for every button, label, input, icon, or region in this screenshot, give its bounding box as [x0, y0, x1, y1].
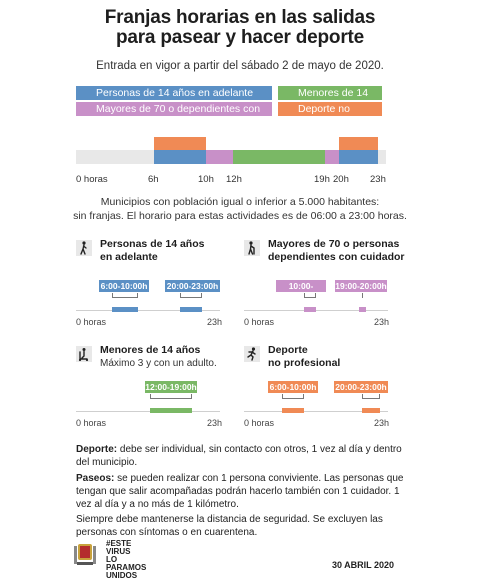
child-scooter-icon [76, 346, 92, 362]
panel-sport-bracket-evening [362, 394, 380, 399]
legend-label-elderly: Mayores de 70 o dependientes con cuidado… [96, 103, 261, 129]
panel-adults-bar-evening [180, 307, 202, 312]
rule-paseos: Paseos: se pueden realizar con 1 persona… [76, 472, 406, 511]
panel-sport-axis [244, 411, 388, 412]
panel-children-chip: 12:00-19:00h [145, 381, 197, 393]
rule-general: Siempre debe mantenerse la distancia de … [76, 514, 383, 538]
panel-children-bracket [150, 394, 192, 399]
spain-government-logo [70, 540, 106, 568]
panel-adults-bar-morning [112, 307, 138, 312]
timeline-label-20h: 20h [333, 174, 349, 185]
panel-sport-title-2: no profesional [268, 357, 341, 369]
timeline-sport-morning [154, 137, 206, 150]
legend-label-adults: Personas de 14 años en adelante [96, 87, 254, 99]
panel-sport-chip-morning: 6:00-10:00h [268, 381, 318, 393]
logo-line-1: #ESTE [106, 539, 132, 548]
logo-line-5: UNIDOS [106, 571, 138, 580]
panel-adults-axis-end: 23h [207, 317, 223, 327]
panel-elderly-title-2: dependientes con cuidador [268, 251, 405, 263]
legend-item-sport: Deporte no profesional [278, 102, 382, 129]
panel-sport-bar-morning [282, 408, 304, 413]
legend-item-children: Menores de 14 años [278, 86, 382, 113]
logo-line-4: PARAMOS [106, 563, 147, 572]
page-title-line-1: Franjas horarias en las salidas [104, 7, 376, 28]
panel-children-bar [150, 408, 192, 413]
legend-label-sport: Deporte no profesional [298, 103, 350, 129]
panel-elderly-axis-start: 0 horas [244, 317, 275, 327]
timeline-label-0h: 0 horas [76, 174, 108, 185]
timeline-sport-evening [339, 137, 378, 150]
publication-date: 30 ABRIL 2020 [331, 560, 394, 570]
rule-deporte-label: Deporte: [76, 444, 118, 455]
timeline-children [233, 150, 325, 164]
rule-deporte: Deporte: debe ser individual, sin contac… [76, 443, 406, 469]
legend-item-adults: Personas de 14 años en adelante [76, 86, 272, 100]
rule-deporte-text: debe ser individual, sin contacto con ot… [76, 444, 402, 468]
panel-sport-title-1: Deporte [268, 344, 308, 356]
panel-adults-bracket-morning [112, 293, 138, 298]
legend-label-children: Menores de 14 años [298, 87, 369, 113]
panel-adults-title-1: Personas de 14 años [100, 238, 205, 250]
panel-elderly-bracket-morning [304, 293, 316, 298]
walking-person-icon [76, 240, 92, 256]
timeline-elderly-morning [206, 150, 233, 164]
panel-elderly-chip-evening: 19:00-20:00h [335, 280, 387, 292]
running-person-icon [244, 346, 260, 362]
timeline-label-12h: 12h [226, 174, 242, 185]
panel-elderly-bar-morning [304, 307, 316, 312]
timeline-label-6h: 6h [148, 174, 159, 185]
panel-elderly-bar-evening [359, 307, 366, 312]
panel-children-axis [76, 411, 220, 412]
panel-elderly-stem-evening [362, 293, 363, 298]
municipios-note-line-2: sin franjas. El horario para estas activ… [73, 210, 407, 222]
panel-adults-chip-evening: 20:00-23:00h [165, 280, 220, 292]
legend-item-elderly: Mayores de 70 o dependientes con cuidado… [76, 102, 272, 129]
timeline-label-10h: 10h [198, 174, 214, 185]
panel-adults-title-2: en adelante [100, 251, 158, 263]
timeline-adults-morning [154, 150, 206, 164]
campaign-logo-text: #ESTE VIRUS LO PARAMOS UNIDOS [106, 540, 146, 580]
panel-adults-chip-morning: 6:00-10:00h [99, 280, 149, 292]
panel-elderly-axis [244, 310, 388, 311]
page-title-line-2: para pasear y hacer deporte [115, 27, 365, 48]
logo-line-2: VIRUS [106, 547, 131, 556]
panel-elderly-axis-end: 23h [374, 317, 390, 327]
logo-line-3: LO [106, 555, 118, 564]
panel-adults-axis [76, 310, 220, 311]
panel-children-axis-end: 23h [207, 418, 223, 428]
timeline-label-23h: 23h [370, 174, 386, 185]
panel-sport-bracket-morning [282, 394, 304, 399]
timeline-adults-evening [339, 150, 378, 164]
timeline-elderly-evening [325, 150, 339, 164]
page-subtitle: Entrada en vigor a partir del sábado 2 d… [96, 60, 384, 72]
timeline-label-19h: 19h [314, 174, 330, 185]
panel-children-title: Menores de 14 años [100, 344, 201, 356]
panel-children-axis-start: 0 horas [76, 418, 107, 428]
panel-sport-axis-start: 0 horas [244, 418, 275, 428]
panel-sport-axis-end: 23h [374, 418, 390, 428]
panel-adults-axis-start: 0 horas [76, 317, 107, 327]
panel-elderly-chip-morning: 10:00-12:00h [276, 280, 326, 303]
rule-paseos-text: se pueden realizar con 1 persona convivi… [76, 473, 404, 510]
elderly-cane-icon [244, 240, 260, 256]
municipios-note-line-1: Municipios con población igual o inferio… [100, 196, 380, 208]
panel-sport-bar-evening [362, 408, 380, 413]
panel-children-subtitle: Máximo 3 y con un adulto. [100, 358, 217, 369]
panel-elderly-title-1: Mayores de 70 o personas [268, 238, 400, 250]
rule-paseos-label: Paseos: [76, 473, 115, 484]
panel-adults-bracket-evening [180, 293, 202, 298]
panel-sport-chip-evening: 20:00-23:00h [334, 381, 388, 393]
